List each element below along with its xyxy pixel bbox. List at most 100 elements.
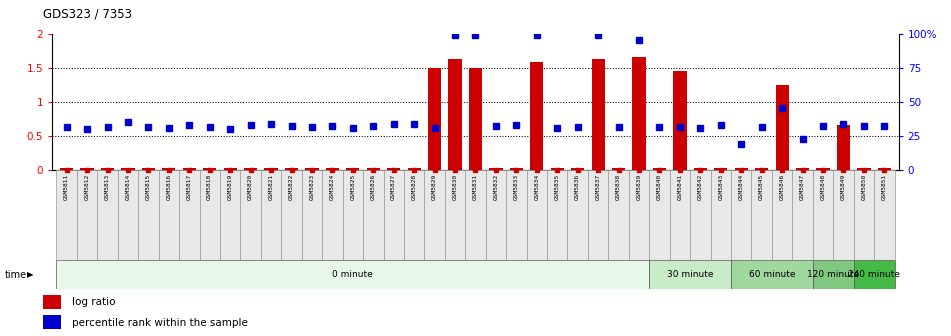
Text: GSM5840: GSM5840	[657, 174, 662, 201]
Bar	[506, 170, 527, 260]
Text: GSM5836: GSM5836	[575, 174, 580, 201]
Text: GSM5843: GSM5843	[718, 174, 724, 201]
Text: GSM5829: GSM5829	[432, 174, 437, 201]
Bar	[588, 170, 609, 260]
Text: GSM5835: GSM5835	[554, 174, 560, 201]
Text: log ratio: log ratio	[72, 297, 116, 307]
Bar	[179, 170, 200, 260]
Bar	[387, 168, 400, 170]
Text: GSM5851: GSM5851	[882, 174, 887, 201]
Bar	[342, 170, 363, 260]
Text: GSM5824: GSM5824	[330, 174, 335, 201]
Text: GSM5827: GSM5827	[391, 174, 397, 201]
Bar	[568, 170, 588, 260]
Bar	[285, 168, 299, 170]
Bar	[837, 125, 850, 170]
Bar	[56, 260, 650, 289]
Bar	[673, 71, 687, 170]
Text: GSM5838: GSM5838	[616, 174, 621, 201]
Bar	[792, 170, 813, 260]
Bar	[878, 168, 891, 170]
Bar	[813, 170, 833, 260]
Bar	[159, 170, 179, 260]
Text: GSM5847: GSM5847	[800, 174, 805, 201]
Bar	[734, 168, 747, 170]
Bar	[547, 170, 568, 260]
Bar	[650, 170, 670, 260]
Bar	[101, 168, 114, 170]
Text: GSM5817: GSM5817	[186, 174, 192, 201]
Bar	[244, 168, 258, 170]
Text: 60 minute: 60 minute	[748, 270, 795, 279]
Bar	[755, 168, 768, 170]
Bar	[118, 170, 138, 260]
Bar	[731, 260, 813, 289]
Text: GSM5812: GSM5812	[85, 174, 89, 201]
Bar	[322, 170, 342, 260]
Bar	[367, 168, 379, 170]
Bar	[183, 168, 196, 170]
Bar	[751, 170, 772, 260]
Bar	[220, 170, 241, 260]
Text: GSM5833: GSM5833	[514, 174, 519, 201]
Text: time: time	[5, 270, 27, 280]
Bar	[652, 168, 666, 170]
Bar	[551, 168, 564, 170]
Bar	[346, 168, 359, 170]
Bar	[424, 170, 445, 260]
Bar	[714, 168, 728, 170]
Text: ▶: ▶	[27, 270, 33, 279]
Text: GSM5834: GSM5834	[534, 174, 539, 201]
Bar	[469, 68, 482, 170]
Text: GSM5814: GSM5814	[126, 174, 130, 201]
Bar	[775, 85, 788, 170]
Text: GSM5816: GSM5816	[166, 174, 171, 201]
Text: percentile rank within the sample: percentile rank within the sample	[72, 318, 248, 328]
Bar	[404, 170, 424, 260]
Text: GSM5830: GSM5830	[453, 174, 457, 201]
Bar	[445, 170, 465, 260]
Bar	[632, 57, 646, 170]
Bar	[223, 168, 237, 170]
Bar	[305, 168, 319, 170]
Bar	[408, 168, 420, 170]
Bar	[122, 168, 135, 170]
Bar	[796, 168, 809, 170]
Bar	[857, 168, 870, 170]
Text: GSM5825: GSM5825	[350, 174, 356, 201]
Bar	[43, 295, 62, 309]
Bar	[163, 168, 176, 170]
Text: GSM5844: GSM5844	[739, 174, 744, 201]
Text: GSM5850: GSM5850	[862, 174, 866, 201]
Bar	[264, 168, 278, 170]
Text: GSM5813: GSM5813	[105, 174, 110, 201]
Text: GSM5821: GSM5821	[268, 174, 274, 201]
Bar	[383, 170, 404, 260]
Text: GSM5842: GSM5842	[698, 174, 703, 201]
Bar	[693, 168, 707, 170]
Text: GSM5815: GSM5815	[146, 174, 151, 201]
Text: GSM5822: GSM5822	[289, 174, 294, 201]
Bar	[510, 168, 523, 170]
Bar	[833, 170, 854, 260]
Text: GSM5828: GSM5828	[412, 174, 417, 201]
Bar	[670, 170, 690, 260]
Text: GSM5845: GSM5845	[759, 174, 765, 201]
Bar	[465, 170, 486, 260]
Bar	[629, 170, 650, 260]
Bar	[56, 170, 77, 260]
Bar	[281, 170, 301, 260]
Text: GSM5811: GSM5811	[64, 174, 69, 201]
Bar	[690, 170, 710, 260]
Bar	[363, 170, 383, 260]
Bar	[301, 170, 322, 260]
Text: GSM5823: GSM5823	[309, 174, 315, 201]
Bar	[200, 170, 220, 260]
Text: GSM5837: GSM5837	[595, 174, 601, 201]
Bar	[77, 170, 97, 260]
Bar	[650, 260, 731, 289]
Bar	[138, 170, 159, 260]
Bar	[572, 168, 584, 170]
Text: GDS323 / 7353: GDS323 / 7353	[43, 7, 132, 20]
Text: GSM5818: GSM5818	[207, 174, 212, 201]
